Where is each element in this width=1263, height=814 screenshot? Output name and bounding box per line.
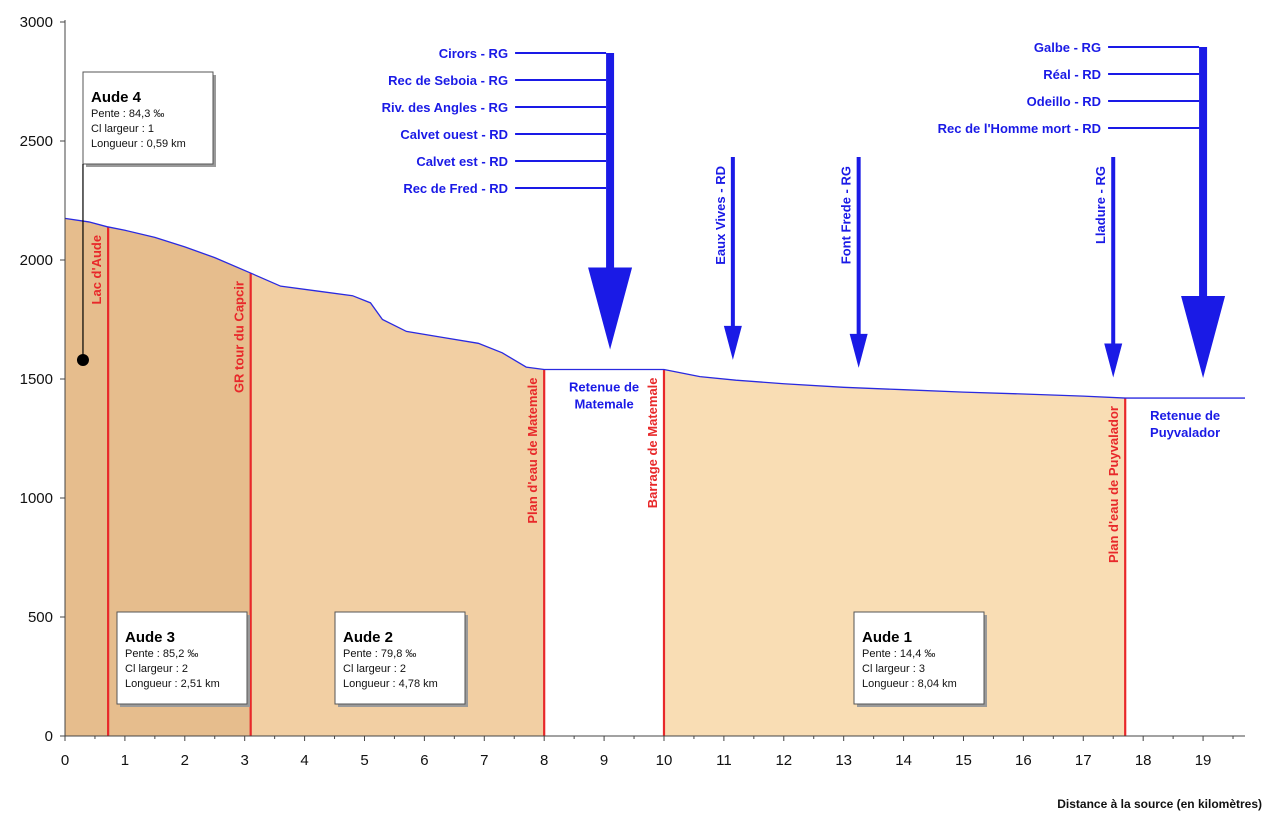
reach-leader-dot [76, 353, 89, 366]
reach-stat: Longueur : 8,04 km [862, 678, 957, 690]
profile-segment-1 [250, 273, 545, 736]
tributary-shaft [1111, 157, 1116, 346]
x-tick-label: 1 [121, 752, 129, 769]
tributary-label: Calvet ouest - RD [400, 127, 508, 142]
x-tick-label: 2 [181, 752, 189, 769]
tributary-arrowhead [849, 333, 868, 368]
reach-box-2 [334, 611, 466, 705]
tributary-shaft [730, 157, 735, 328]
x-tick-label: 9 [600, 752, 608, 769]
tributary-arrowhead [723, 325, 742, 360]
tributary-group-arrowhead [588, 267, 633, 350]
tributary-group-shaft [1199, 47, 1208, 299]
x-axis-title: Distance à la source (en kilomètres) [1057, 797, 1262, 811]
tributary-group-shaft [606, 53, 615, 270]
marker-label-0: Lac d'Aude [89, 235, 104, 305]
marker-label-3: Barrage de Matemale [645, 377, 660, 508]
tributary-label: Lladure - RG [1093, 166, 1108, 244]
reach-stat: Longueur : 4,78 km [343, 678, 438, 690]
x-tick-label: 17 [1075, 752, 1092, 769]
x-tick-label: 8 [540, 752, 548, 769]
y-tick-label: 1500 [20, 371, 53, 388]
reservoir-label: Retenue de [569, 379, 639, 394]
reach-stat: Cl largeur : 1 [91, 123, 154, 135]
x-tick-label: 5 [360, 752, 368, 769]
y-tick-label: 2500 [20, 133, 53, 150]
tributary-label: Galbe - RG [1034, 40, 1101, 55]
reach-name: Aude 1 [862, 629, 912, 646]
tributary-label: Font Frede - RG [839, 166, 854, 264]
reach-stat: Pente : 14,4 ‰ [862, 648, 935, 660]
reach-stat: Longueur : 0,59 km [91, 138, 186, 150]
reach-stat: Pente : 84,3 ‰ [91, 108, 164, 120]
x-tick-label: 4 [300, 752, 308, 769]
marker-label-4: Plan d'eau de Puyvalador [1106, 406, 1121, 563]
profile-segment-2 [663, 369, 1126, 736]
reach-stat: Cl largeur : 2 [125, 663, 188, 675]
reach-stat: Pente : 79,8 ‰ [343, 648, 416, 660]
profile-line [64, 217, 1245, 399]
reservoir-label: Retenue de [1150, 408, 1220, 423]
x-tick-label: 3 [241, 752, 249, 769]
marker-label-2: Plan d'eau de Matemale [525, 377, 540, 523]
profile-line-group [64, 217, 1245, 399]
tributary-label: Rec de l'Homme mort - RD [938, 121, 1101, 136]
tributary-arrowhead [1104, 343, 1123, 378]
x-tick-label: 12 [775, 752, 792, 769]
reach-boxes-group: Aude 4 Pente : 84,3 ‰ Cl largeur : 1 Longue… [76, 71, 987, 707]
reach-stat: Longueur : 2,51 km [125, 678, 220, 690]
y-tick-label: 3000 [20, 14, 53, 31]
reach-name: Aude 2 [343, 629, 393, 646]
x-tick-label: 6 [420, 752, 428, 769]
y-tick-label: 500 [28, 609, 53, 626]
y-tick-label: 0 [45, 728, 53, 745]
tributary-label: Calvet est - RD [416, 154, 508, 169]
reservoir-labels-group: Retenue de Matemale Retenue de Puyvalador [569, 379, 1220, 440]
y-tick-label: 1000 [20, 490, 53, 507]
profile-segment-0 [65, 218, 251, 737]
reach-name: Aude 4 [91, 89, 142, 106]
x-tick-label: 11 [716, 752, 732, 769]
tributary-label: Odeillo - RD [1027, 94, 1101, 109]
marker-label-1: GR tour du Capcir [232, 281, 247, 393]
x-tick-label: 13 [835, 752, 852, 769]
x-tick-label: 7 [480, 752, 488, 769]
x-tick-label: 0 [61, 752, 69, 769]
reach-stat: Pente : 85,2 ‰ [125, 648, 198, 660]
tributary-label: Eaux Vives - RD [713, 166, 728, 265]
reservoir-label: Matemale [574, 396, 633, 411]
marker-lines-group: Lac d'Aude GR tour du Capcir Plan d'eau de… [89, 226, 1127, 736]
x-tick-label: 18 [1135, 752, 1152, 769]
x-tick-label: 15 [955, 752, 972, 769]
x-tick-label: 10 [656, 752, 673, 769]
tributary-label: Réal - RD [1043, 67, 1101, 82]
tributary-label: Rec de Fred - RD [403, 181, 508, 196]
tributary-label: Cirors - RG [439, 46, 508, 61]
y-tick-label: 2000 [20, 252, 53, 269]
reach-box-1 [116, 611, 248, 705]
tributary-group-arrowhead [1181, 296, 1226, 379]
tributaries-group: Cirors - RG Rec de Seboia - RG Riv. des An… [382, 40, 1226, 379]
tributary-label: Rec de Seboia - RG [388, 73, 508, 88]
x-tick-label: 14 [895, 752, 912, 769]
x-tick-label: 16 [1015, 752, 1032, 769]
x-tick-label: 19 [1195, 752, 1212, 769]
tributary-label: Riv. des Angles - RG [382, 100, 508, 115]
reach-stat: Cl largeur : 3 [862, 663, 925, 675]
reach-name: Aude 3 [125, 629, 175, 646]
reach-box-0 [82, 71, 214, 165]
tributary-shaft [856, 157, 861, 336]
reservoir-label: Puyvalador [1150, 425, 1220, 440]
profile-fill-group [65, 218, 1126, 737]
reach-stat: Cl largeur : 2 [343, 663, 406, 675]
reach-box-3 [853, 611, 985, 705]
